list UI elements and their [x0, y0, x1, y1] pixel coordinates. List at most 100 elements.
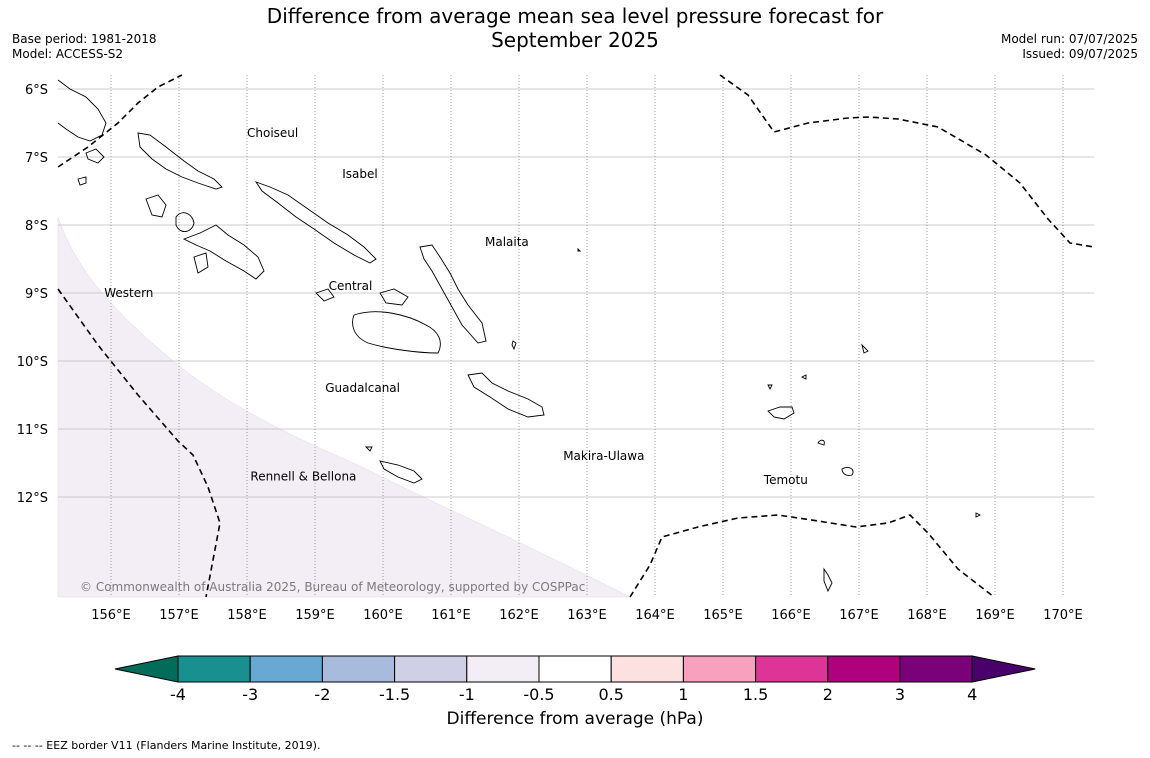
colorbar-boxes	[114, 655, 1036, 683]
guadalcanal-coast	[352, 311, 441, 354]
eez-border-west	[57, 288, 221, 598]
latitude-label: 11°S	[17, 423, 48, 438]
buka-coast	[85, 148, 105, 164]
colorbar-tick-label: -3	[242, 685, 258, 704]
colorbar-box	[755, 655, 829, 683]
model-label: Model: ACCESS-S2	[12, 47, 124, 61]
colorbar-tick-label: -1	[459, 685, 475, 704]
province-label: Central	[329, 279, 373, 293]
bougainville-coast	[57, 79, 107, 142]
latitude-label: 12°S	[17, 491, 48, 506]
colorbar-extend-high	[971, 655, 1036, 683]
shortland-coast	[77, 176, 87, 186]
province-label: Isabel	[342, 167, 377, 181]
province-label: Malaita	[485, 235, 529, 249]
colorbar-box	[682, 655, 757, 683]
utupua-coast	[841, 466, 854, 476]
rennell-coast	[379, 460, 423, 484]
isabel-coast	[254, 181, 377, 264]
longitude-label: 163°E	[567, 608, 607, 623]
longitude-label: 158°E	[227, 608, 267, 623]
colorbar-tick-label: 1.5	[743, 685, 768, 704]
colorbar-tick-label: 0.5	[598, 685, 623, 704]
ulawa-coast	[511, 340, 517, 351]
colorbar-tick-label: -2	[314, 685, 330, 704]
colorbar-box	[827, 655, 901, 683]
province-label: Makira-Ulawa	[563, 449, 644, 463]
makira-coast	[467, 372, 545, 418]
province-labels: Choiseul Isabel Malaita Western Central Guada…	[104, 126, 808, 487]
longitude-label: 170°E	[1043, 608, 1083, 623]
province-label: Rennell & Bellona	[250, 470, 356, 484]
colorbar-tick-label: -1.5	[379, 685, 410, 704]
longitude-label: 160°E	[363, 608, 403, 623]
longitude-label: 166°E	[771, 608, 811, 623]
coastlines	[57, 79, 982, 593]
longitude-label: 168°E	[907, 608, 947, 623]
colorbar-box	[321, 655, 396, 683]
russell-islands-coast	[315, 288, 335, 302]
longitude-label: 156°E	[91, 608, 131, 623]
anomaly-shading-region	[57, 216, 631, 598]
longitude-label: 159°E	[295, 608, 335, 623]
bellona-coast	[364, 446, 373, 452]
longitude-labels: 156°E 157°E 158°E 159°E 160°E 161°E 162°E 163°E…	[91, 608, 1083, 623]
colorbar-extend-low	[114, 655, 179, 683]
colorbar-tick-label: 4	[967, 685, 977, 704]
model-run-label: Model run: 07/07/2025	[1000, 32, 1138, 46]
latitude-label: 6°S	[25, 83, 48, 98]
eez-border-north-east	[719, 74, 1095, 248]
colorbar-tick-label: 3	[895, 685, 905, 704]
longitude-label: 165°E	[703, 608, 743, 623]
issued-label: Issued: 09/07/2025	[1022, 47, 1138, 61]
province-label: Temotu	[763, 473, 808, 487]
nggela-coast	[379, 288, 409, 306]
latitude-label: 9°S	[25, 287, 48, 302]
latitude-labels: 6°S 7°S 8°S 9°S 10°S 11°S 12°S	[17, 83, 48, 506]
colorbar: -4 -3 -2 -1.5 -1 -0.5 0.5 1 1.5 2 3 4	[114, 655, 1036, 704]
province-label: Western	[104, 286, 153, 300]
reef-islands-coast	[817, 439, 825, 446]
latitude-gridlines	[58, 88, 1094, 498]
colorbar-box	[394, 655, 468, 683]
rendova-coast	[193, 252, 209, 274]
latitude-label: 10°S	[17, 355, 48, 370]
longitude-label: 169°E	[975, 608, 1015, 623]
eez-borders	[57, 74, 1095, 598]
copyright-notice: © Commonwealth of Australia 2025, Bureau…	[80, 580, 585, 594]
eez-border-north-west	[57, 74, 183, 168]
eez-footnote: -- -- -- EEZ border V11 (Flanders Marine…	[12, 739, 321, 752]
duff-islands-coast	[800, 374, 807, 380]
tinakula-coast	[767, 384, 773, 391]
malaita-coast	[419, 244, 487, 344]
colorbar-tick-label: -4	[170, 685, 186, 704]
province-label: Choiseul	[247, 126, 298, 140]
vanikoro-coast	[861, 343, 869, 354]
colorbar-title: Difference from average (hPa)	[446, 709, 704, 729]
choiseul-coast	[137, 132, 223, 190]
colorbar-box	[538, 655, 612, 683]
longitude-label: 162°E	[499, 608, 539, 623]
colorbar-box	[249, 655, 323, 683]
colorbar-box	[177, 655, 251, 683]
longitude-label: 161°E	[431, 608, 471, 623]
title-line-2: September 2025	[491, 28, 659, 52]
stewart-islands-coast	[577, 247, 582, 252]
colorbar-tick-label: 1	[678, 685, 688, 704]
tikopia-coast	[823, 567, 833, 593]
kolombangara-coast	[175, 212, 195, 232]
title-line-1: Difference from average mean sea level p…	[266, 4, 884, 28]
forecast-map: 6°S 7°S 8°S 9°S 10°S 11°S 12°S 156°E 157°E 158°E…	[17, 74, 1095, 623]
colorbar-box	[899, 655, 973, 683]
longitude-gridlines	[110, 75, 1064, 597]
nendo-coast	[767, 406, 795, 420]
latitude-label: 7°S	[25, 151, 48, 166]
chart-title: Difference from average mean sea level p…	[0, 4, 1150, 52]
new-georgia-coast	[182, 224, 265, 280]
longitude-label: 157°E	[159, 608, 199, 623]
vella-lavella-coast	[145, 194, 167, 218]
longitude-label: 167°E	[839, 608, 879, 623]
colorbar-box	[466, 655, 540, 683]
longitude-label: 164°E	[635, 608, 675, 623]
colorbar-box	[610, 655, 684, 683]
